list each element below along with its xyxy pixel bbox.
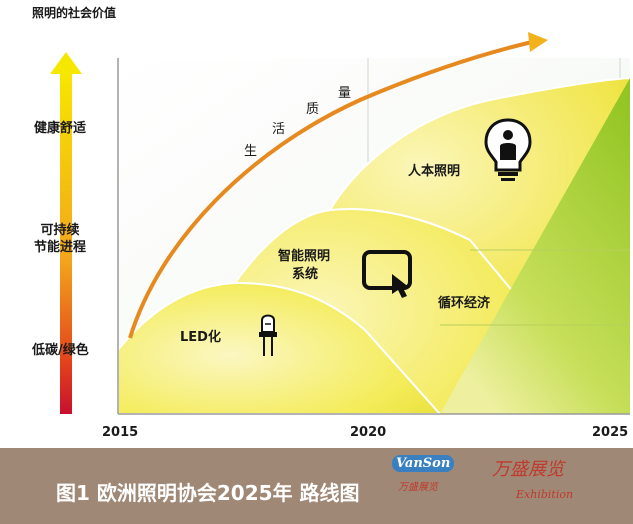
curve-char-1: 生: [244, 144, 258, 159]
y-level-sustainable-line2: 节能进程: [34, 240, 87, 255]
region-label-smart-line2: 系统: [292, 267, 319, 282]
human-bulb-icon: [484, 118, 532, 181]
y-level-health: 健康舒适: [34, 121, 87, 136]
caption-bar: [0, 448, 633, 524]
region-label-smart-line1: 智能照明: [278, 249, 331, 264]
region-label-circular: 循环经济: [438, 296, 491, 311]
curve-char-2: 活: [272, 122, 286, 137]
watermark-logo-cn: 万盛展览: [398, 482, 438, 493]
y-level-sustainable: 可持续 节能进程: [34, 222, 86, 256]
y-value-arrowhead: [50, 52, 82, 74]
y-level-sustainable-line1: 可持续: [40, 223, 80, 238]
y-axis-title: 照明的社会价值: [32, 6, 117, 20]
x-tick-2025: 2025: [592, 425, 629, 440]
curve-char-3: 质: [306, 102, 320, 117]
region-label-human: 人本照明: [408, 164, 461, 179]
led-bulb-icon: [259, 314, 277, 356]
quality-of-life-arrowhead: [528, 32, 548, 52]
y-level-lowcarbon: 低碳/绿色: [32, 343, 89, 358]
x-tick-2015: 2015: [102, 425, 139, 440]
watermark-brand-sub: Exhibition: [516, 488, 574, 501]
roadmap-diagram: [50, 32, 631, 415]
region-label-smart: 智能照明 系统: [278, 248, 330, 284]
figure-caption: 图1 欧洲照明协会2025年 路线图: [56, 481, 360, 505]
watermark-logo-en: VanSon: [392, 455, 455, 472]
curve-char-4: 量: [338, 86, 352, 101]
quality-of-life-arrow: [128, 40, 533, 339]
x-tick-2020: 2020: [350, 425, 387, 440]
y-value-bar: [60, 72, 72, 414]
region-label-led: LED化: [180, 330, 221, 345]
watermark-brand-cn: 万盛展览: [492, 459, 564, 480]
touch-screen-icon: [362, 250, 412, 298]
region-circular: [440, 78, 630, 414]
